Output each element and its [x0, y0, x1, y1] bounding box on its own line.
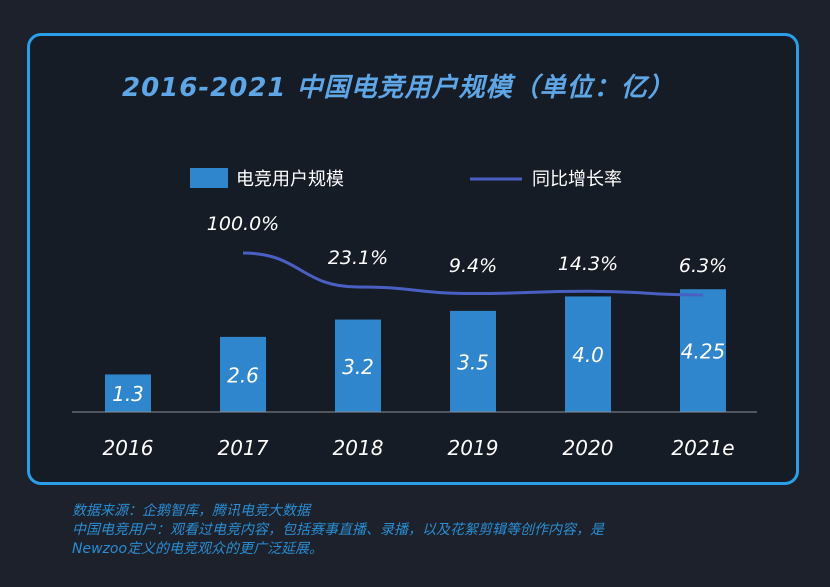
bar: [220, 336, 266, 412]
x-tick-label: 2018: [333, 436, 384, 460]
bar: [680, 289, 726, 412]
x-tick-label: 2020: [563, 436, 614, 460]
legend-bar-swatch: [190, 168, 228, 188]
x-tick-label: 2019: [448, 436, 499, 460]
definition-line-continued: Newzoo定义的电竞观众的更广泛延展。: [72, 541, 324, 557]
bar-value-label: 3.5: [457, 350, 489, 374]
growth-rate-label: 6.3%: [679, 255, 727, 277]
source-note: 数据来源：企鹅智库，腾讯电竞大数据 中国电竞用户：观看过电竞内容，包括赛事直播、…: [72, 502, 812, 559]
bar: [105, 374, 151, 412]
definition-line: 中国电竞用户：观看过电竞内容，包括赛事直播、录播，以及花絮剪辑等创作内容，是: [72, 522, 604, 538]
x-tick-label: 2017: [218, 436, 269, 460]
source-line: 数据来源：企鹅智库，腾讯电竞大数据: [72, 503, 310, 519]
bar-value-label: 2.6: [227, 363, 259, 387]
growth-rate-label: 100.0%: [207, 213, 279, 235]
chart-title: 2016-2021 中国电竞用户规模（单位：亿）: [122, 73, 675, 103]
bar: [450, 310, 496, 412]
growth-rate-label: 9.4%: [449, 255, 497, 277]
bar: [335, 319, 381, 412]
growth-line: [242, 251, 704, 297]
bar: [565, 296, 611, 412]
growth-rate-label: 14.3%: [558, 253, 618, 275]
bar-value-label: 4.25: [681, 340, 726, 364]
bar-value-label: 4.0: [572, 343, 604, 367]
bar-value-label: 1.3: [112, 382, 144, 406]
growth-rate-label: 23.1%: [328, 247, 388, 269]
legend-line-label: 同比增长率: [532, 169, 622, 190]
x-tick-label: 2021e: [671, 436, 734, 460]
legend-bar-label: 电竞用户规模: [236, 169, 344, 190]
x-tick-label: 2016: [103, 436, 154, 460]
bar-value-label: 3.2: [342, 355, 374, 379]
chart-panel: [27, 33, 799, 485]
